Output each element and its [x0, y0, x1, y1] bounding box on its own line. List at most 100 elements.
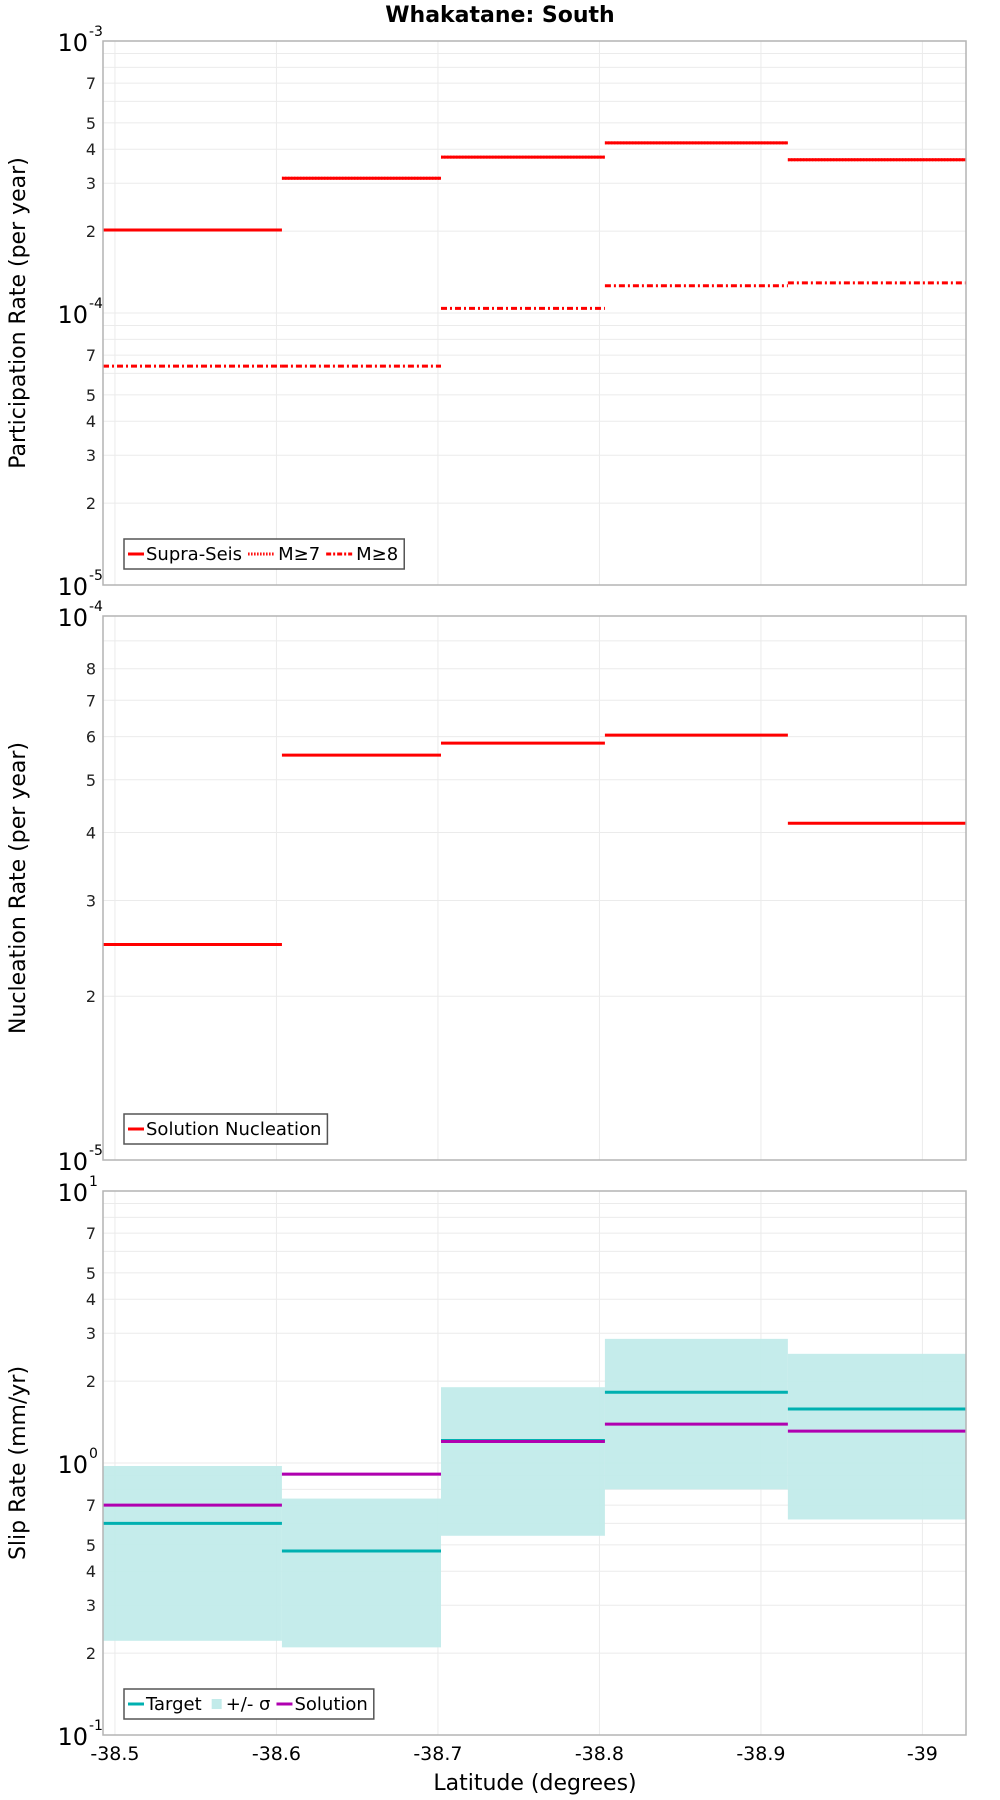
data-series [103, 1338, 966, 1648]
svg-text:10: 10 [57, 29, 88, 57]
y-minor-tick-label: 3 [86, 1324, 96, 1343]
x-tick-label: -39 [907, 1743, 938, 1765]
svg-text:10: 10 [57, 573, 88, 601]
grid-lines [103, 616, 966, 1160]
legend-item: M≥7 [248, 544, 320, 565]
y-minor-tick-label: 3 [86, 446, 96, 465]
svg-text:10: 10 [57, 1148, 88, 1176]
sigma-band [604, 1338, 788, 1490]
svg-text:1: 1 [89, 1174, 98, 1190]
y-major-tick-label: 10 -4 [57, 599, 103, 632]
svg-text:-1: -1 [89, 1718, 103, 1734]
data-series [103, 141, 966, 368]
sigma-band [440, 1387, 605, 1536]
plot-area [103, 616, 966, 1160]
legend-label: Supra-Seis [146, 544, 242, 565]
y-minor-tick-label: 5 [86, 114, 96, 133]
svg-text:-4: -4 [89, 599, 103, 615]
svg-text:0: 0 [89, 1446, 98, 1462]
legend-label: Solution [294, 1694, 367, 1715]
y-minor-tick-label: 4 [86, 1562, 96, 1581]
data-series [103, 733, 966, 946]
y-minor-tick-label: 2 [86, 494, 96, 513]
y-major-tick-label: 10 0 [57, 1446, 97, 1479]
y-minor-tick-label: 3 [86, 891, 96, 910]
y-major-tick-label: 10 1 [57, 1174, 97, 1207]
y-minor-tick-label: 2 [86, 1644, 96, 1663]
y-minor-tick-label: 2 [86, 1372, 96, 1391]
legend-item: Solution [276, 1694, 368, 1715]
y-minor-tick-label: 3 [86, 174, 96, 193]
legend-item: Solution Nucleation [128, 1119, 321, 1140]
x-axis-ticks: -38.5 -38.6 -38.7 -38.8 -38.9 -39 [90, 1743, 938, 1765]
plot-frame [102, 615, 967, 1161]
x-tick-label: -38.8 [575, 1743, 624, 1765]
y-axis-label: Slip Rate (mm/yr) [6, 1366, 31, 1560]
y-minor-tick-label: 7 [86, 74, 96, 93]
sigma-band [787, 1353, 966, 1520]
svg-text:10: 10 [57, 301, 88, 329]
y-minor-tick-label: 5 [86, 1536, 96, 1555]
x-tick-label: -38.5 [90, 1743, 139, 1765]
sigma-band [281, 1498, 441, 1648]
legend-item: Target [128, 1694, 202, 1715]
y-minor-tick-label: 7 [86, 691, 96, 710]
y-minor-tick-label: 2 [86, 222, 96, 241]
svg-text:10: 10 [57, 604, 88, 632]
legend-swatch [211, 1699, 222, 1709]
y-major-tick-label: 10 -4 [57, 296, 103, 329]
svg-text:10: 10 [57, 1451, 88, 1479]
legend-label: M≥8 [356, 544, 398, 565]
y-minor-tick-label: 4 [86, 140, 96, 159]
grid-lines [103, 41, 966, 585]
legend-label: M≥7 [278, 544, 320, 565]
chart-title: Whakatane: South [385, 3, 614, 28]
svg-text:10: 10 [57, 1723, 88, 1751]
svg-text:-5: -5 [89, 568, 103, 584]
y-axis-label: Nucleation Rate (per year) [6, 742, 31, 1034]
plot-frame [102, 40, 967, 586]
plot-frame [102, 1190, 967, 1736]
sigma-band [103, 1465, 282, 1641]
legend: Solution Nucleation [123, 1113, 329, 1145]
svg-text:-5: -5 [89, 1143, 103, 1159]
svg-text:-3: -3 [89, 24, 103, 40]
svg-text:10: 10 [57, 1179, 88, 1207]
y-axis-label: Participation Rate (per year) [6, 157, 31, 469]
svg-text:-4: -4 [89, 296, 103, 312]
legend-item: +/- σ [211, 1694, 271, 1715]
y-minor-tick-label: 3 [86, 1596, 96, 1615]
y-minor-tick-label: 8 [86, 660, 96, 679]
y-minor-tick-label: 6 [86, 728, 96, 747]
y-minor-tick-label: 7 [86, 1496, 96, 1515]
y-minor-tick-label: 4 [86, 1290, 96, 1309]
legend-label: Target [145, 1694, 202, 1715]
y-major-tick-label: 10 -5 [57, 568, 103, 601]
x-tick-label: -38.9 [736, 1743, 785, 1765]
y-minor-tick-label: 5 [86, 386, 96, 405]
y-minor-tick-label: 4 [86, 412, 96, 431]
x-tick-label: -38.7 [413, 1743, 462, 1765]
legend-label: +/- σ [226, 1694, 271, 1715]
y-minor-tick-label: 2 [86, 987, 96, 1006]
legend-item: M≥8 [326, 544, 398, 565]
y-major-tick-label: 10 -3 [57, 24, 103, 57]
x-tick-label: -38.6 [252, 1743, 301, 1765]
x-axis-label: Latitude (degrees) [433, 1771, 636, 1796]
y-minor-tick-label: 5 [86, 1264, 96, 1283]
legend-label: Solution Nucleation [146, 1119, 321, 1140]
legend: Target +/- σ Solution [123, 1688, 375, 1720]
y-minor-tick-label: 7 [86, 1224, 96, 1243]
y-major-tick-label: 10 -5 [57, 1143, 103, 1176]
legend-item: Supra-Seis [128, 544, 242, 565]
y-minor-tick-label: 4 [86, 823, 96, 842]
y-minor-tick-label: 7 [86, 346, 96, 365]
legend: Supra-Seis M≥7 M≥8 [123, 538, 405, 570]
y-minor-tick-label: 5 [86, 771, 96, 790]
y-major-tick-label: 10 -1 [57, 1718, 103, 1751]
